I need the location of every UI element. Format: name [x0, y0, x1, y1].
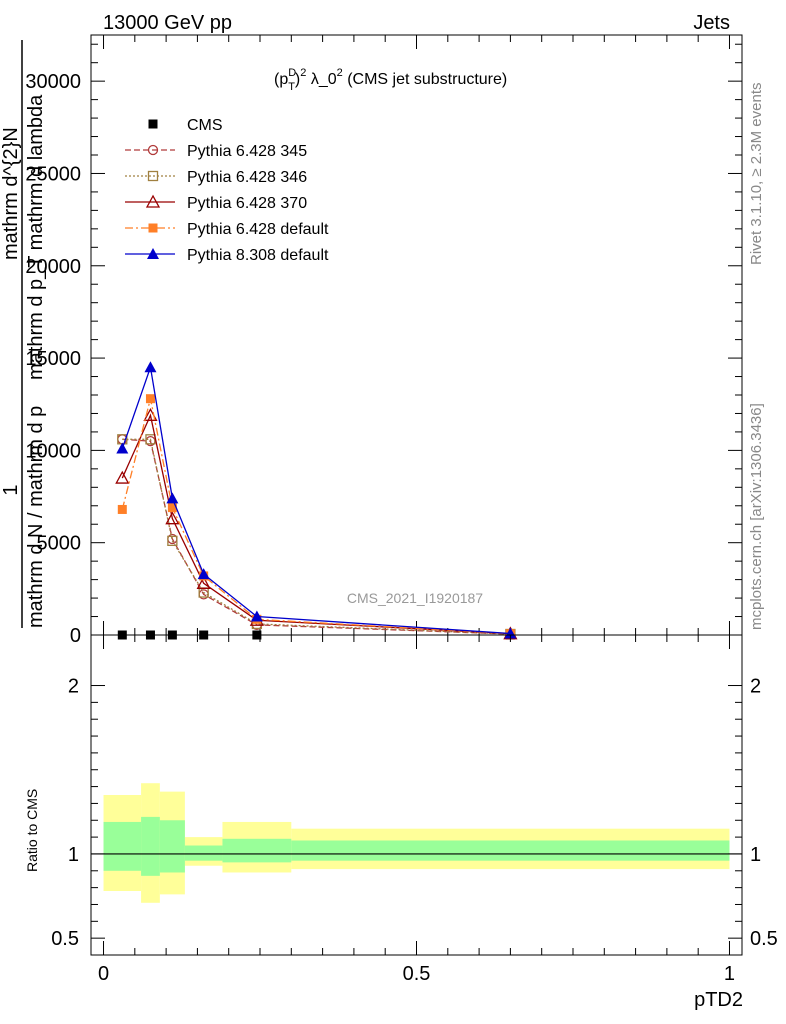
series-line-p370 — [121, 413, 511, 635]
ratio-band-inner-0 — [103, 821, 142, 871]
ratio-panel: 0.5 0.5 1 1 2 2 0 0.5 1 — [51, 634, 778, 985]
legend-label-p346: Pythia 6.428 346 — [187, 169, 307, 186]
point-p6def-2 — [167, 503, 177, 513]
point-p8def-5 — [504, 627, 517, 639]
point-p8def-0 — [116, 442, 129, 454]
ratio-band-inner-1 — [141, 816, 160, 876]
legend-marker-p6def — [148, 223, 158, 233]
series-p8def — [116, 361, 517, 639]
main-ytick-label-5: 25000 — [25, 163, 81, 185]
point-p6def-0 — [117, 504, 127, 514]
header-left: 13000 GeV pp — [103, 12, 232, 34]
title-pre: (p — [274, 71, 288, 88]
watermark: CMS_2021_I1920187 — [347, 590, 483, 606]
main-ytick-label-6: 30000 — [25, 71, 81, 93]
title-post3: (CMS jet substructure) — [343, 71, 507, 88]
side-text-top: Rivet 3.1.10, ≥ 2.3M events — [748, 83, 765, 266]
main-ytick-label-2: 10000 — [25, 440, 81, 462]
ratio-xtick-label-2: 1 — [724, 963, 735, 985]
legend-label-p6def: Pythia 6.428 default — [187, 221, 329, 238]
legend-label-cms: CMS — [187, 117, 223, 134]
title-sup-d: D — [288, 67, 296, 79]
ratio-band-inner-3 — [184, 845, 223, 861]
ratio-band-inner-5 — [291, 840, 730, 861]
point-p8def-3 — [197, 568, 210, 580]
point-p6def-1 — [145, 394, 155, 404]
ratio-xtick-label-1: 0.5 — [403, 963, 431, 985]
ratio-ytick-label-right-1: 1 — [750, 844, 761, 866]
legend-marker-cms — [148, 119, 158, 129]
legend: CMS Pythia 6.428 345 Pythia 6.428 346 Pythi… — [125, 117, 329, 264]
ratio-ytick-label-left-2: 2 — [68, 676, 79, 698]
title-sup2: 2 — [300, 67, 306, 79]
title-sub-t: T — [288, 81, 295, 93]
series-line-p8def — [121, 367, 511, 635]
ratio-ytick-label-left-0: 0.5 — [51, 928, 79, 950]
series-line-p346 — [122, 438, 511, 635]
ratio-ytick-label-right-0: 0.5 — [750, 928, 778, 950]
series-line-p6def — [121, 398, 511, 635]
main-ylabel-extra: mathrm d p_T mathrm d lambda — [25, 94, 47, 380]
series-p346 — [117, 434, 516, 640]
ratio-band-inner-4 — [222, 838, 292, 863]
ratio-frame — [90, 634, 743, 956]
main-ytick-label-1: 5000 — [37, 533, 82, 555]
legend-marker-p8def — [147, 248, 159, 259]
legend-marker-p370 — [145, 194, 161, 208]
legend-label-p370: Pythia 6.428 370 — [187, 195, 307, 212]
main-ylabel-denominator: mathrm d N / mathrm d p — [25, 406, 47, 628]
x-axis-label: pTD2 — [694, 989, 743, 1011]
legend-marker-p345 — [147, 144, 159, 156]
main-ylabel-dn: mathrm d^{2}N — [0, 127, 22, 260]
point-p370-0 — [115, 470, 130, 484]
point-p8def-2 — [166, 492, 179, 504]
main-ytick-label-0: 0 — [70, 625, 81, 647]
side-text-bottom: mcplots.cern.ch [arXiv:1306.3436] — [748, 403, 765, 630]
ratio-band-inner-2 — [159, 820, 185, 873]
legend-label-p345: Pythia 6.428 345 — [187, 143, 307, 160]
ratio-ylabel: Ratio to CMS — [24, 789, 40, 872]
point-p370-3 — [196, 575, 211, 589]
main-ylabel-numerator: 1 — [0, 484, 22, 495]
point-p346-2 — [167, 535, 178, 546]
main-ylabel: 1 mathrm d N / mathrm d p mathrm d p_T m… — [0, 40, 47, 628]
header-right: Jets — [693, 12, 730, 34]
point-p370-2 — [165, 511, 180, 525]
title-post1: ) — [295, 71, 300, 88]
main-title: (pD T)2 λ_02 (CMS jet substructure) — [274, 67, 507, 93]
main-panel: 0 5000 10000 15000 20000 25000 30000 — [25, 34, 743, 647]
ratio-ytick-label-right-2: 2 — [750, 676, 761, 698]
legend-label-p8def: Pythia 8.308 default — [187, 247, 329, 264]
point-p8def-1 — [144, 361, 157, 373]
point-p8def-4 — [250, 610, 263, 622]
main-ytick-label-4: 20000 — [25, 256, 81, 278]
legend-marker-p346 — [147, 170, 159, 182]
title-sup3: 2 — [337, 67, 343, 79]
ratio-ytick-label-left-1: 1 — [68, 844, 79, 866]
title-post2: λ_0 — [306, 71, 336, 88]
main-ytick-label-3: 15000 — [25, 348, 81, 370]
ratio-xtick-label-0: 0 — [98, 963, 109, 985]
